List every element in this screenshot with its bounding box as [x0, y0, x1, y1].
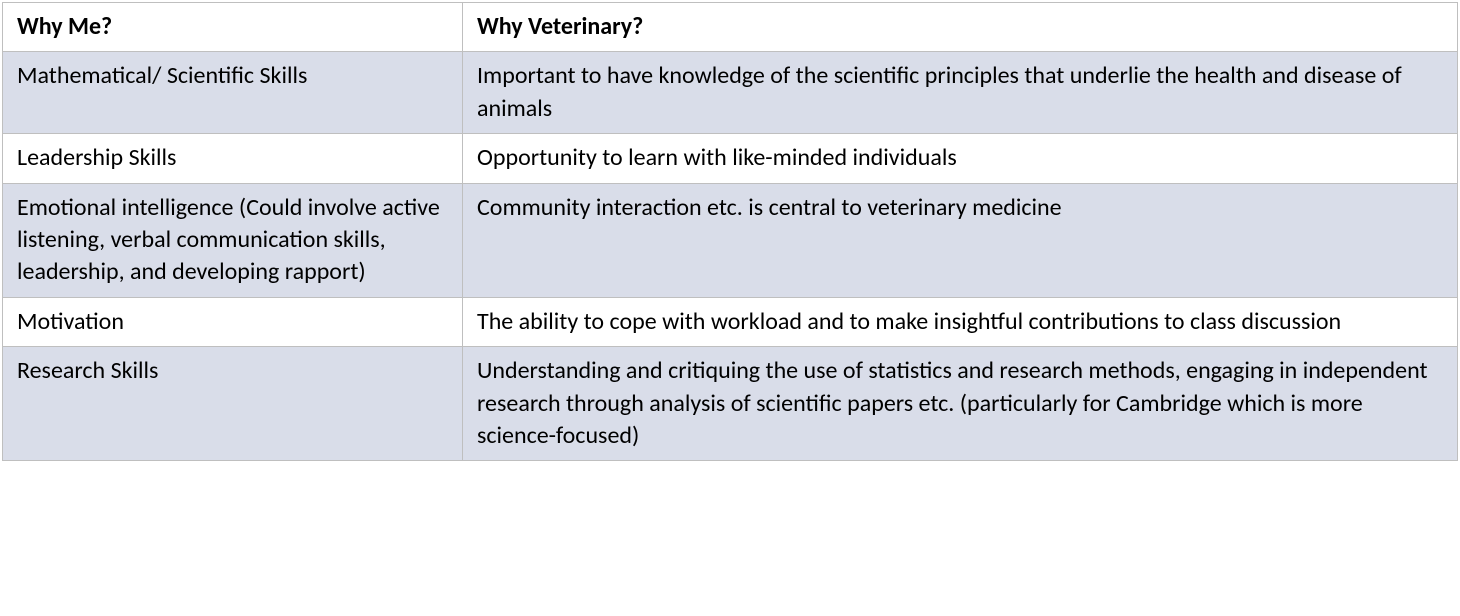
comparison-table: Why Me? Why Veterinary? Mathematical/ Sc…	[2, 2, 1458, 461]
cell-why-me: Motivation	[3, 297, 463, 346]
column-header-why-veterinary: Why Veterinary?	[463, 3, 1458, 52]
cell-why-veterinary: Opportunity to learn with like-minded in…	[463, 134, 1458, 183]
cell-why-me: Research Skills	[3, 347, 463, 461]
table-row: Motivation The ability to cope with work…	[3, 297, 1458, 346]
table-row: Mathematical/ Scientific Skills Importan…	[3, 52, 1458, 134]
cell-why-me: Emotional intelligence (Could involve ac…	[3, 183, 463, 297]
cell-why-veterinary: Important to have knowledge of the scien…	[463, 52, 1458, 134]
table-row: Leadership Skills Opportunity to learn w…	[3, 134, 1458, 183]
cell-why-veterinary: Community interaction etc. is central to…	[463, 183, 1458, 297]
table-row: Research Skills Understanding and critiq…	[3, 347, 1458, 461]
cell-why-veterinary: Understanding and critiquing the use of …	[463, 347, 1458, 461]
column-header-why-me: Why Me?	[3, 3, 463, 52]
cell-why-me: Leadership Skills	[3, 134, 463, 183]
cell-why-veterinary: The ability to cope with workload and to…	[463, 297, 1458, 346]
table-row: Emotional intelligence (Could involve ac…	[3, 183, 1458, 297]
comparison-table-container: Why Me? Why Veterinary? Mathematical/ Sc…	[2, 2, 1458, 461]
cell-why-me: Mathematical/ Scientific Skills	[3, 52, 463, 134]
table-header-row: Why Me? Why Veterinary?	[3, 3, 1458, 52]
